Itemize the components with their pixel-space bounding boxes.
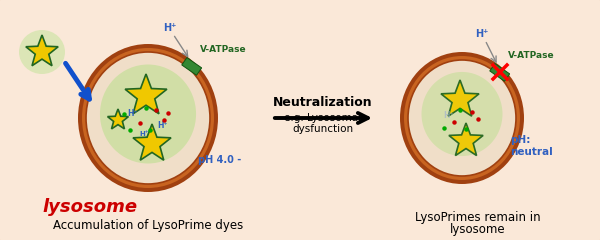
Text: H⁺: H⁺ — [443, 112, 453, 120]
Text: H⁺: H⁺ — [139, 131, 149, 137]
Text: dysfunction: dysfunction — [292, 124, 353, 134]
Ellipse shape — [404, 56, 520, 180]
Text: H⁺: H⁺ — [475, 29, 488, 39]
Bar — [490, 64, 509, 81]
Text: pH:: pH: — [510, 135, 530, 145]
Polygon shape — [133, 124, 171, 160]
Text: Neutralization: Neutralization — [273, 96, 373, 108]
Ellipse shape — [82, 48, 214, 188]
Polygon shape — [26, 35, 58, 66]
Text: H⁺: H⁺ — [157, 121, 167, 131]
Text: H⁺: H⁺ — [127, 109, 137, 119]
Text: LysoPrimes remain in: LysoPrimes remain in — [415, 211, 541, 224]
Polygon shape — [449, 123, 483, 156]
Text: V-ATPase: V-ATPase — [508, 51, 554, 60]
Ellipse shape — [78, 44, 218, 192]
Ellipse shape — [400, 52, 524, 184]
Text: lysosome: lysosome — [43, 198, 137, 216]
Polygon shape — [441, 80, 479, 116]
Text: lysosome: lysosome — [450, 223, 506, 236]
Ellipse shape — [86, 52, 210, 184]
Ellipse shape — [408, 60, 516, 176]
Text: e.g. Lysosomal: e.g. Lysosomal — [284, 113, 362, 123]
Ellipse shape — [19, 30, 65, 74]
Text: H⁺: H⁺ — [163, 23, 176, 33]
Text: Accumulation of LysoPrime dyes: Accumulation of LysoPrime dyes — [53, 220, 243, 233]
Ellipse shape — [100, 65, 196, 163]
Text: V-ATPase: V-ATPase — [200, 45, 247, 54]
Bar — [182, 58, 202, 75]
Text: neutral: neutral — [510, 147, 553, 157]
Polygon shape — [107, 109, 128, 129]
Ellipse shape — [421, 72, 503, 156]
Text: pH 4.0 -: pH 4.0 - — [198, 155, 241, 165]
Polygon shape — [125, 74, 167, 114]
